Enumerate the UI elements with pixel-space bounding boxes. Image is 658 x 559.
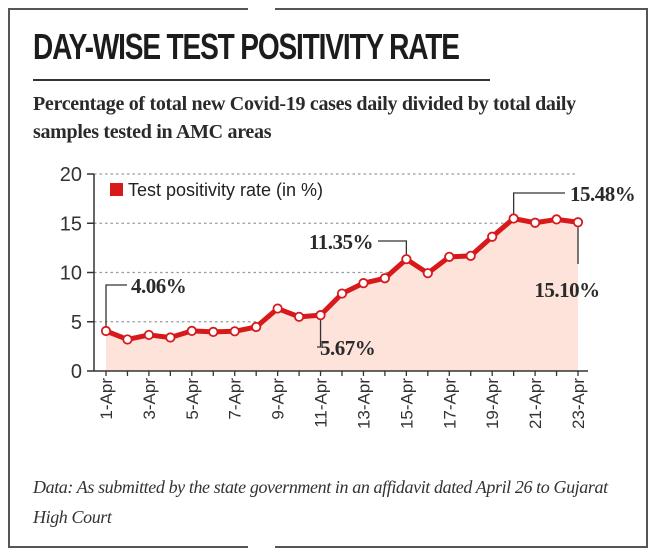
data-point [229, 326, 240, 337]
frame-top-right [275, 8, 648, 10]
annotation-label: 11.35% [309, 230, 373, 254]
data-point [272, 303, 283, 314]
x-tick-label: 19-Apr [483, 378, 502, 429]
data-point [422, 268, 433, 279]
chart-title: DAY-WISE TEST POSITIVITY RATE [33, 26, 460, 67]
legend-label: Test positivity rate (in %) [128, 180, 323, 200]
data-point [186, 325, 197, 337]
annotation-leader [105, 284, 127, 327]
chart-subtitle: Percentage of total new Covid-19 cases d… [33, 93, 576, 143]
annotation-label: 4.06% [131, 274, 186, 298]
annotation-label: 15.10% [534, 278, 599, 302]
data-point [143, 329, 155, 341]
data-point [487, 231, 498, 242]
data-point [100, 325, 112, 337]
data-point [529, 217, 541, 228]
frame-left [8, 8, 10, 548]
data-point [465, 250, 476, 261]
y-tick-label: 0 [71, 361, 82, 383]
x-tick-label: 17-Apr [440, 378, 459, 429]
x-tick-label: 21-Apr [526, 378, 545, 429]
source-note: Data: As submitted by the state governme… [33, 477, 608, 527]
x-tick-label: 3-Apr [140, 378, 159, 420]
x-tick-label: 5-Apr [183, 378, 202, 420]
annotation-leader [378, 240, 408, 255]
data-point [358, 278, 369, 289]
data-point [401, 254, 412, 265]
annotation-leader [317, 320, 322, 348]
frame-top-left [8, 8, 248, 10]
x-tick-label: 9-Apr [269, 378, 288, 420]
x-tick-label: 1-Apr [97, 378, 116, 420]
data-point [165, 332, 176, 343]
y-tick-label: 15 [60, 213, 82, 235]
x-tick-label: 7-Apr [226, 378, 245, 420]
data-point [251, 321, 262, 333]
data-point [508, 213, 519, 224]
x-tick-label: 23-Apr [569, 378, 588, 429]
x-tick-label: 13-Apr [354, 378, 373, 429]
data-point [444, 251, 455, 262]
data-point [572, 217, 584, 228]
data-point [336, 288, 348, 299]
frame-right [646, 8, 648, 548]
frame-bottom-right [275, 546, 648, 548]
y-tick-label: 5 [71, 312, 82, 334]
data-point [122, 334, 133, 345]
data-point [293, 311, 305, 322]
y-tick-label: 10 [60, 263, 82, 285]
data-point [551, 214, 562, 225]
data-point [379, 273, 391, 284]
title-divider [33, 79, 490, 81]
x-tick-label: 15-Apr [397, 378, 416, 429]
annotation-label: 5.67% [320, 336, 375, 360]
annotation-leader [512, 192, 565, 214]
data-point [208, 326, 219, 337]
frame-bottom-left [8, 546, 248, 548]
legend-swatch [110, 183, 123, 196]
data-point [315, 310, 326, 321]
x-tick-label: 11-Apr [312, 378, 331, 428]
annotation-label: 15.48% [570, 182, 635, 206]
y-tick-label: 20 [60, 164, 82, 186]
